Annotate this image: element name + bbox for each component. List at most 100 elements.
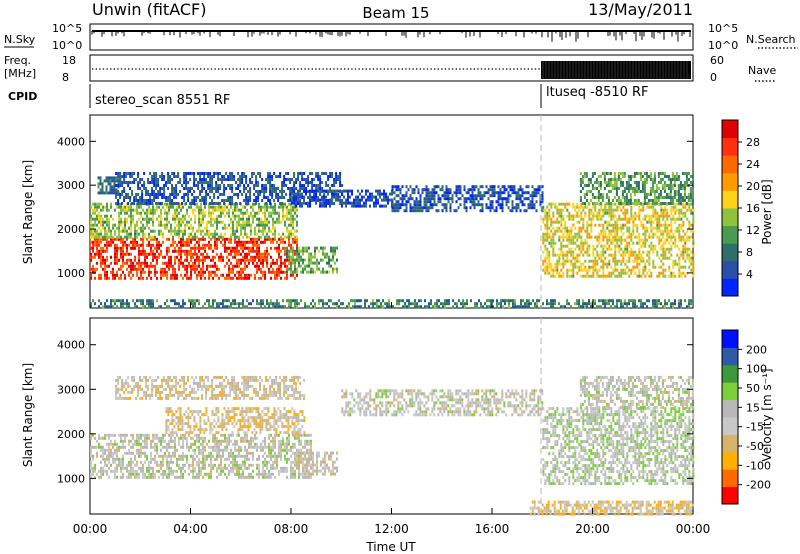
velocity-ytick-label: 4000 [57,339,85,352]
velocity-colorbar-tick: 50 [746,382,760,395]
power-region-0 [90,237,298,280]
power-colorbar-swatch [722,225,738,244]
cpid-label: CPID [8,90,37,103]
time-tick-label: 00:00 [73,522,108,536]
velocity-panel: 1000 2000 3000 4000 00:00 04:00 08:00 12:00 16:… [21,302,710,554]
velocity-colorbar-label: Velocity [m s⁻¹] [760,368,774,461]
velocity-colorbar-swatch [722,451,738,470]
nsky-strip: N.Sky 10^5 10^0 10^5 10^0 N.Search [4,22,798,52]
power-region-2 [97,176,122,195]
time-x-ticks: 00:00 04:00 08:00 12:00 16:00 20:00 00:00 [73,302,711,536]
power-ytick-label: 3000 [57,179,85,192]
velocity-y-ticks: 1000 2000 3000 4000 [57,339,693,485]
velocity-colorbar-tick: -15 [746,421,764,434]
velocity-colorbar-tick: -100 [746,459,771,472]
power-region-7 [542,202,695,278]
velocity-ytick-label: 3000 [57,383,85,396]
velocity-colorbar-swatch [722,417,738,435]
velocity-region-0 [90,433,312,479]
power-colorbar-swatch [722,278,738,297]
power-colorbar-tick: 24 [746,158,760,171]
power-colorbar-tick: 20 [746,180,760,193]
power-ytick-label: 2000 [57,223,85,236]
power-ytick-label: 1000 [57,267,85,280]
power-ytick-label: 4000 [57,135,85,148]
nsky-tick-top: 10^5 [52,22,82,35]
velocity-colorbar-tick: -50 [746,440,764,453]
power-region-3 [115,172,344,205]
velocity-colorbar-swatch [722,399,738,418]
velocity-colorbar-swatch [722,364,738,383]
velocity-colorbar-tick: 100 [746,363,767,376]
power-colorbar-tick: 16 [746,202,760,215]
velocity-region-2 [115,375,306,400]
velocity-colorbar-swatch [722,347,738,366]
power-colorbar-swatch [722,190,738,209]
power-colorbar-swatch [722,172,738,191]
nsearch-label: N.Search [746,33,796,46]
power-colorbar-swatch [722,243,738,262]
velocity-colorbar-tick: 200 [746,343,767,356]
power-region-1 [90,202,298,239]
velocity-colorbar-swatch [722,486,738,505]
velocity-colorbar-tick: 15 [746,401,760,414]
power-y-ticks: 1000 2000 3000 4000 [57,135,693,280]
velocity-colorbar-swatch [722,469,738,488]
power-panel: 1000 2000 3000 4000 Slant Range [km] [21,114,695,309]
velocity-region-3 [296,451,338,476]
cpid-segment-1: stereo_scan 8551 RF [95,93,230,108]
velocity-colorbar-swatch [722,330,738,348]
cpid-segment-2: ltuseq -8510 RF [546,85,649,100]
power-region-4 [286,246,338,274]
velocity-region-1 [165,407,306,435]
power-colorbar-swatch [722,120,738,139]
station-title: Unwin (fitACF) [92,0,206,19]
velocity-heatmap [90,375,695,516]
beam-label: Beam 15 [362,4,429,22]
time-axis-label: Time UT [365,540,416,554]
nsky-tick-bottom: 10^0 [52,39,82,52]
power-colorbar-swatch [722,208,738,227]
power-colorbar-tick: 8 [746,246,753,259]
power-colorbar-tick: 28 [746,136,760,149]
time-tick-label: 08:00 [274,522,309,536]
nave-label: Nave [748,64,776,77]
time-tick-label: 04:00 [173,522,208,536]
power-region-8 [579,172,694,205]
velocity-colorbar-swatch [722,382,738,401]
velocity-ylabel: Slant Range [km] [21,363,35,467]
power-region-6 [391,185,544,213]
velocity-ytick-label: 1000 [57,472,85,485]
nave-lines [542,61,688,79]
time-tick-label: 00:00 [676,522,711,536]
nsky-trace [91,30,691,42]
power-colorbar: 4 8 12 16 20 24 28 Power [dB] [721,119,774,297]
power-colorbar-label: Power [dB] [760,179,774,244]
time-tick-label: 12:00 [374,522,409,536]
power-ylabel: Slant Range [km] [21,160,35,264]
velocity-colorbar-tick: -200 [746,479,771,492]
freq-strip: Freq. [MHz] 18 8 60 0 Nave [4,54,776,84]
velocity-region-4 [341,389,544,417]
nsky-label: N.Sky [4,33,36,46]
nsearch-tick-top: 10^5 [708,22,738,35]
velocity-region-6 [579,375,694,409]
power-colorbar-swatch [722,260,738,279]
power-colorbar-swatch [722,155,738,174]
velocity-colorbar-swatch [722,434,738,453]
time-tick-label: 16:00 [475,522,510,536]
nsearch-tick-bottom: 10^0 [708,39,738,52]
nave-block [541,61,691,79]
nave-tick-bottom: 0 [710,71,717,84]
nave-tick-top: 60 [710,54,724,67]
date-label: 13/May/2011 [588,0,693,19]
power-colorbar-swatch [722,137,738,156]
power-colorbar-tick: 12 [746,224,760,237]
time-tick-label: 20:00 [575,522,610,536]
velocity-ytick-label: 2000 [57,428,85,441]
freq-unit-label: [MHz] [4,67,36,80]
power-region-5 [291,189,393,208]
freq-tick-bottom: 8 [62,71,69,84]
cpid-strip: CPID stereo_scan 8551 RF ltuseq -8510 RF [8,84,649,108]
